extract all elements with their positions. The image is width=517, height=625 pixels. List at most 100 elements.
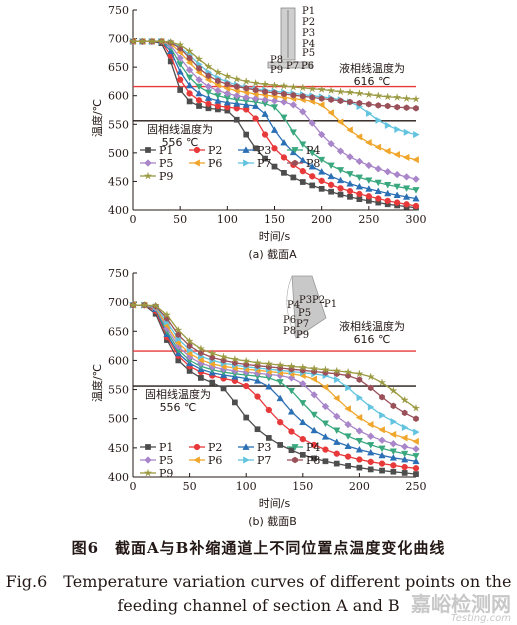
data-point: [198, 349, 204, 357]
legend-label: P5: [159, 157, 173, 170]
data-point: [270, 97, 279, 105]
legend-label: P1: [159, 144, 173, 157]
data-point: [393, 199, 401, 206]
data-point: [401, 423, 409, 432]
y-tick-label: 700: [108, 33, 129, 46]
inset-label-p6: P6: [283, 315, 296, 326]
data-point: [356, 464, 363, 471]
data-point: [299, 179, 306, 185]
data-point: [128, 36, 138, 46]
data-point: [412, 465, 420, 472]
data-point: [344, 405, 351, 413]
reference-line-label: 液相线温度为: [339, 319, 405, 333]
data-point: [355, 182, 364, 190]
data-point: [299, 452, 306, 458]
data-point: [307, 84, 317, 93]
data-point: [346, 171, 354, 178]
data-point: [384, 182, 392, 189]
data-point: [281, 90, 287, 98]
data-point: [308, 119, 316, 127]
data-point: [336, 118, 344, 126]
data-point: [224, 80, 231, 88]
data-point: [287, 408, 296, 415]
data-point: [241, 76, 251, 86]
data-point: [309, 363, 319, 373]
data-point: [413, 471, 419, 477]
data-point: [333, 412, 341, 421]
data-point: [147, 36, 157, 46]
data-point: [209, 379, 216, 386]
data-point: [196, 64, 202, 72]
legend-swatch-marker: [291, 147, 299, 154]
data-point: [365, 100, 372, 108]
legend-label: P3: [257, 441, 271, 454]
data-point: [366, 432, 375, 440]
data-point: [364, 89, 374, 99]
data-point: [412, 194, 420, 202]
data-point: [367, 442, 375, 449]
data-point: [355, 157, 364, 166]
section-b-schematic: [286, 275, 327, 339]
legend-label: P8: [306, 157, 320, 170]
data-point: [289, 129, 297, 137]
data-point: [400, 395, 410, 404]
reference-line-label: 液相线温度为: [339, 61, 405, 75]
data-point: [310, 441, 318, 449]
data-point: [413, 130, 420, 139]
data-point: [344, 420, 352, 429]
y-tick-label: 400: [108, 204, 129, 217]
data-point: [328, 188, 334, 195]
data-point: [392, 92, 402, 102]
data-point: [365, 177, 373, 185]
data-point: [253, 358, 262, 367]
data-point: [337, 191, 344, 198]
legend-swatch-marker: [242, 443, 250, 450]
data-point: [343, 367, 353, 376]
y-tick-label: 650: [108, 325, 129, 338]
data-point: [365, 161, 373, 170]
data-point: [242, 93, 250, 102]
data-point: [355, 445, 364, 453]
data-point: [252, 145, 259, 152]
data-point: [375, 116, 382, 124]
data-point: [195, 75, 203, 84]
data-point: [355, 438, 364, 445]
data-point: [402, 193, 411, 200]
legend-item-p7: P7: [238, 157, 271, 170]
data-point: [176, 67, 184, 75]
data-point: [310, 426, 318, 434]
chart-caption: (a) 截面A: [248, 247, 297, 261]
reference-line-label: 616 ℃: [354, 75, 391, 88]
inset-label-p4: P4: [302, 39, 315, 50]
data-point: [276, 379, 284, 386]
data-point: [378, 426, 385, 434]
data-point: [288, 82, 298, 91]
reference-line-label: 固相线温度为: [147, 122, 213, 136]
legend-label: P2: [208, 144, 222, 157]
data-point: [174, 339, 182, 347]
data-point: [367, 466, 374, 473]
data-point: [281, 170, 287, 176]
data-point: [345, 384, 352, 392]
data-point: [232, 74, 242, 83]
data-point: [412, 187, 420, 194]
data-point: [389, 448, 397, 456]
data-point: [390, 468, 397, 475]
data-point: [384, 197, 391, 205]
data-point: [175, 40, 185, 49]
data-point: [299, 167, 306, 175]
data-point: [327, 139, 335, 148]
data-point: [394, 125, 401, 134]
data-point: [185, 74, 194, 82]
data-point: [355, 369, 364, 378]
data-point: [232, 399, 238, 406]
data-point: [177, 76, 184, 83]
legend-swatch-marker: [145, 147, 151, 153]
legend-item-p8: P8: [287, 454, 320, 467]
data-point: [346, 179, 354, 187]
y-tick-label: 400: [108, 471, 129, 484]
series-p1: [130, 302, 419, 477]
y-tick-label: 550: [108, 384, 129, 397]
series-p9: [128, 36, 421, 103]
